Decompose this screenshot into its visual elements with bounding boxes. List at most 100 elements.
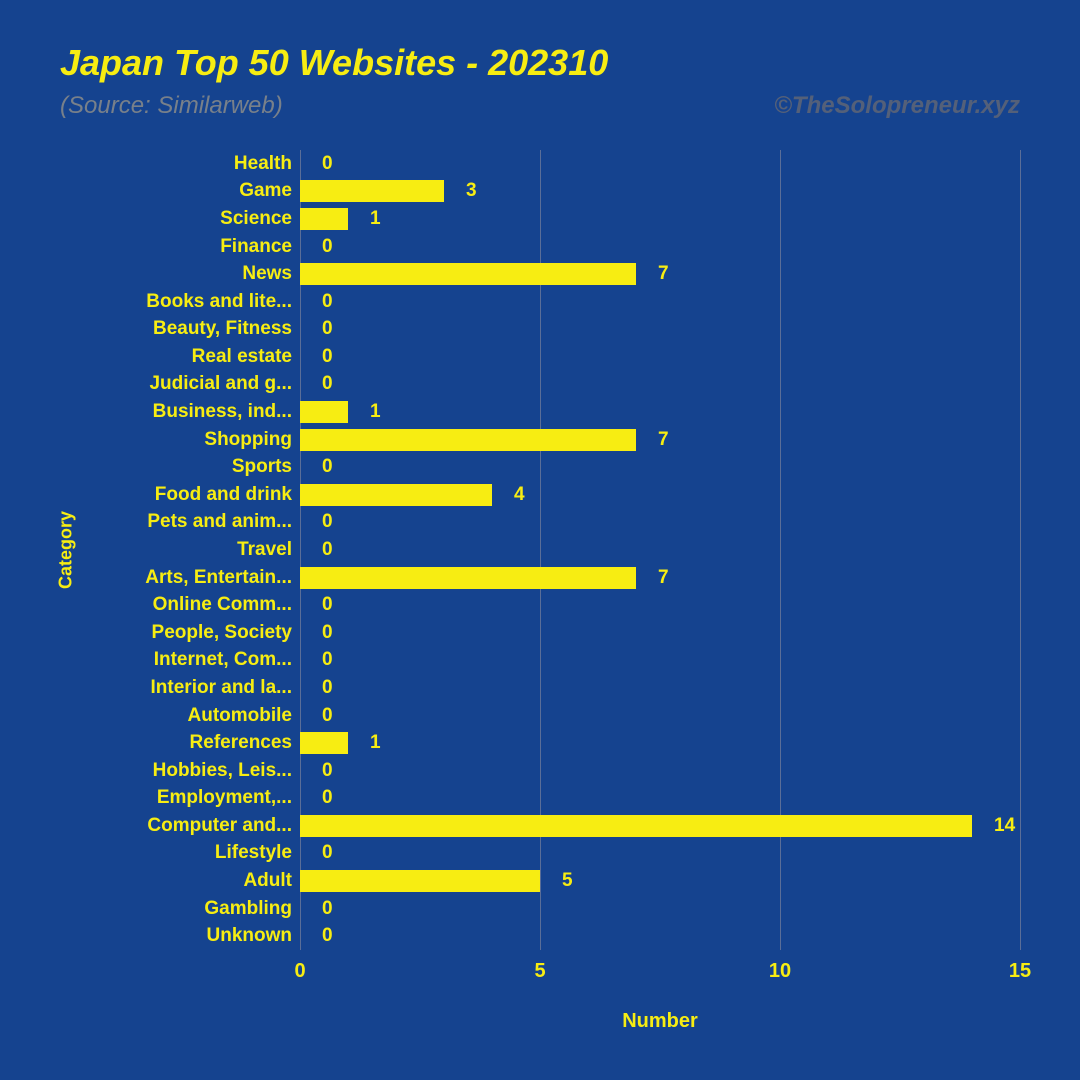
category-label: Unknown bbox=[90, 925, 292, 947]
bar-row: Unknown 0 bbox=[0, 922, 1080, 950]
value-label: 1 bbox=[370, 732, 381, 754]
category-label: References bbox=[90, 732, 292, 754]
category-label: Sports bbox=[90, 456, 292, 478]
value-label: 14 bbox=[994, 815, 1015, 837]
bar-row: Beauty, Fitness 0 bbox=[0, 316, 1080, 344]
chart-container: Japan Top 50 Websites - 202310 (Source: … bbox=[0, 0, 1080, 1080]
category-label: Food and drink bbox=[90, 484, 292, 506]
category-label: Travel bbox=[90, 539, 292, 561]
bar-row: Health 0 bbox=[0, 150, 1080, 178]
bar bbox=[300, 732, 348, 754]
bar-row: Hobbies, Leis... 0 bbox=[0, 757, 1080, 785]
bar bbox=[300, 870, 540, 892]
bar-row: Books and lite...0 bbox=[0, 288, 1080, 316]
category-label: Health bbox=[90, 153, 292, 175]
bar-row: Pets and anim... 0 bbox=[0, 509, 1080, 537]
value-label: 7 bbox=[658, 263, 669, 285]
bar bbox=[300, 208, 348, 230]
category-label: Gambling bbox=[90, 898, 292, 920]
value-label: 0 bbox=[322, 456, 333, 478]
value-label: 1 bbox=[370, 401, 381, 423]
category-label: Beauty, Fitness bbox=[90, 318, 292, 340]
category-label: News bbox=[90, 263, 292, 285]
value-label: 4 bbox=[514, 484, 525, 506]
category-label: Science bbox=[90, 208, 292, 230]
bar bbox=[300, 484, 492, 506]
bar bbox=[300, 429, 636, 451]
category-label: Interior and la... bbox=[90, 677, 292, 699]
x-tick-label: 0 bbox=[294, 960, 305, 983]
value-label: 0 bbox=[322, 760, 333, 782]
bar-row: Employment,... 0 bbox=[0, 784, 1080, 812]
x-tick-label: 10 bbox=[769, 960, 791, 983]
chart-credit: ©TheSolopreneur.xyz bbox=[774, 92, 1020, 120]
bar bbox=[300, 567, 636, 589]
value-label: 0 bbox=[322, 649, 333, 671]
bar-row: Judicial and g... 0 bbox=[0, 371, 1080, 399]
category-label: Shopping bbox=[90, 429, 292, 451]
bar-row: Business, ind... 1 bbox=[0, 398, 1080, 426]
category-label: Judicial and g... bbox=[90, 373, 292, 395]
bar bbox=[300, 401, 348, 423]
bar-row: Adult 5 bbox=[0, 867, 1080, 895]
x-tick-label: 5 bbox=[534, 960, 545, 983]
value-label: 7 bbox=[658, 429, 669, 451]
bar bbox=[300, 815, 972, 837]
chart-title: Japan Top 50 Websites - 202310 bbox=[60, 42, 608, 84]
x-axis-label: Number bbox=[622, 1010, 698, 1033]
category-label: Automobile bbox=[90, 705, 292, 727]
category-label: Online Comm... bbox=[90, 594, 292, 616]
bar-row: References 1 bbox=[0, 729, 1080, 757]
bar-row: Food and drink 4 bbox=[0, 481, 1080, 509]
bar-row: Real estate 0 bbox=[0, 343, 1080, 371]
category-label: Real estate bbox=[90, 346, 292, 368]
bar-row: Finance 0 bbox=[0, 233, 1080, 261]
value-label: 0 bbox=[322, 346, 333, 368]
value-label: 0 bbox=[322, 925, 333, 947]
category-label: Lifestyle bbox=[90, 842, 292, 864]
category-label: Game bbox=[90, 180, 292, 202]
value-label: 0 bbox=[322, 511, 333, 533]
value-label: 5 bbox=[562, 870, 573, 892]
bar-row: Travel 0 bbox=[0, 536, 1080, 564]
value-label: 0 bbox=[322, 787, 333, 809]
bar-row: Internet, Com... 0 bbox=[0, 647, 1080, 675]
value-label: 0 bbox=[322, 705, 333, 727]
value-label: 0 bbox=[322, 291, 333, 313]
category-label: Adult bbox=[90, 870, 292, 892]
bar-row: People, Society 0 bbox=[0, 619, 1080, 647]
category-label: People, Society bbox=[90, 622, 292, 644]
bar-row: Online Comm... 0 bbox=[0, 591, 1080, 619]
bar-row: Automobile 0 bbox=[0, 702, 1080, 730]
value-label: 0 bbox=[322, 898, 333, 920]
value-label: 0 bbox=[322, 373, 333, 395]
category-label: Internet, Com... bbox=[90, 649, 292, 671]
category-label: Employment,... bbox=[90, 787, 292, 809]
value-label: 7 bbox=[658, 567, 669, 589]
value-label: 0 bbox=[322, 236, 333, 258]
value-label: 0 bbox=[322, 842, 333, 864]
bar-row: Sports 0 bbox=[0, 453, 1080, 481]
value-label: 0 bbox=[322, 677, 333, 699]
bar-row: Arts, Entertain... 7 bbox=[0, 564, 1080, 592]
bar-row: Gambling 0 bbox=[0, 895, 1080, 923]
category-label: Business, ind... bbox=[90, 401, 292, 423]
y-axis-label: Category bbox=[56, 511, 77, 589]
bar bbox=[300, 180, 444, 202]
bar-row: Science 1 bbox=[0, 205, 1080, 233]
value-label: 0 bbox=[322, 594, 333, 616]
bar-row: Shopping 7 bbox=[0, 426, 1080, 454]
bar-row: News 7 bbox=[0, 260, 1080, 288]
category-label: Hobbies, Leis... bbox=[90, 760, 292, 782]
value-label: 1 bbox=[370, 208, 381, 230]
value-label: 0 bbox=[322, 153, 333, 175]
chart-subtitle: (Source: Similarweb) bbox=[60, 92, 283, 120]
bar bbox=[300, 263, 636, 285]
value-label: 0 bbox=[322, 622, 333, 644]
category-label: Computer and... bbox=[90, 815, 292, 837]
value-label: 0 bbox=[322, 318, 333, 340]
category-label: Arts, Entertain... bbox=[90, 567, 292, 589]
category-label: Pets and anim... bbox=[90, 511, 292, 533]
category-label: Finance bbox=[90, 236, 292, 258]
value-label: 0 bbox=[322, 539, 333, 561]
